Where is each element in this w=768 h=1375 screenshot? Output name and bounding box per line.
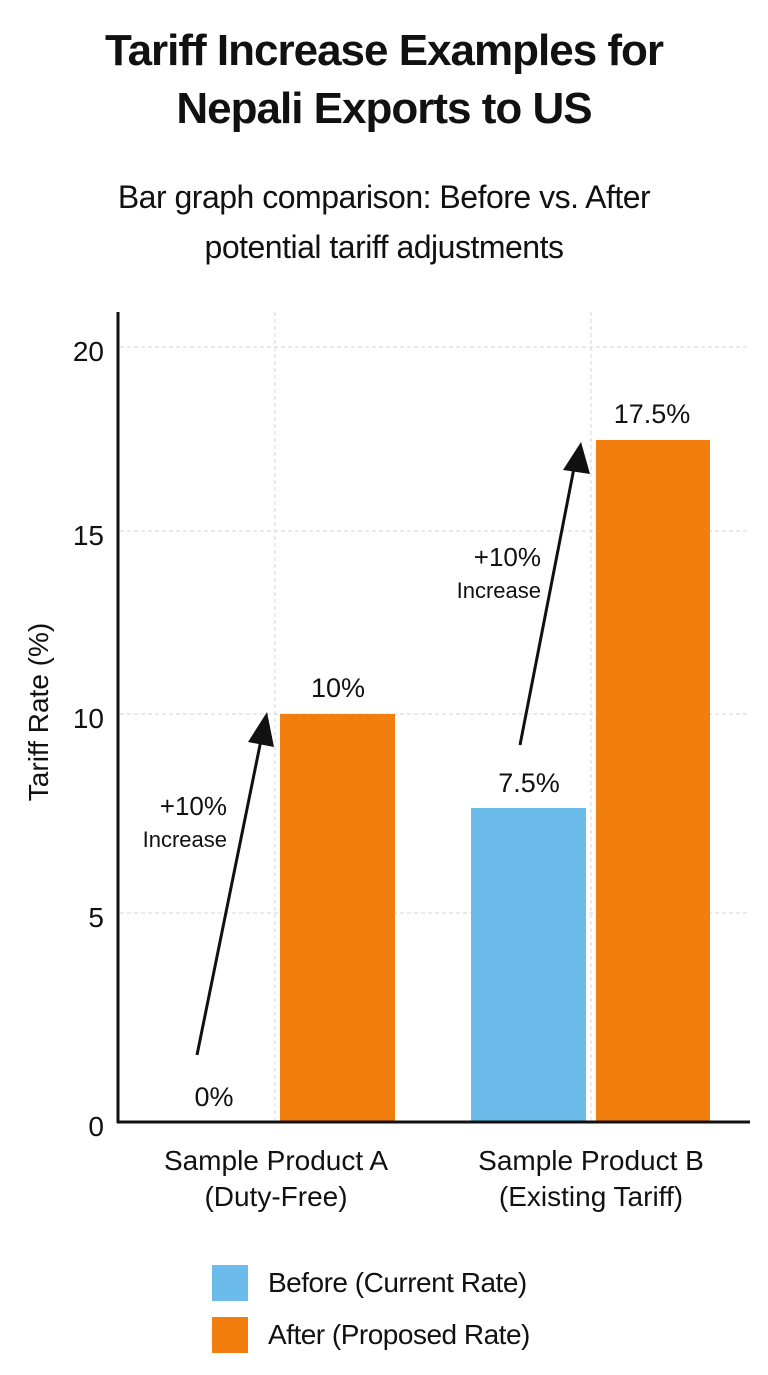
chart-subtitle: Bar graph comparison: Before vs. After p… (0, 172, 768, 272)
arrow-b-shaft (518, 467, 576, 746)
title-line-1: Tariff Increase Examples for (104, 26, 664, 75)
y-tick-labels: 0 5 10 15 20 (73, 336, 104, 1142)
annotation-a-pct: +10% (160, 791, 227, 821)
annotation-a-word: Increase (143, 827, 227, 852)
legend-item-before: Before (Current Rate) (212, 1257, 530, 1309)
legend-label-after: After (Proposed Rate) (268, 1319, 530, 1350)
legend-swatch-before (212, 1265, 248, 1301)
arrow-a-shaft (195, 739, 263, 1056)
value-label-b-before: 7.5% (498, 768, 560, 798)
value-label-a-after: 10% (311, 673, 365, 703)
ytick-0: 0 (88, 1111, 104, 1142)
category-b-line2: (Existing Tariff) (499, 1181, 683, 1212)
bar-a-after (280, 714, 395, 1122)
gridlines (120, 312, 748, 1122)
legend: Before (Current Rate) After (Proposed Ra… (212, 1257, 530, 1361)
chart-title: Tariff Increase Examples for Nepali Expo… (0, 22, 768, 138)
arrow-a-head-icon (248, 712, 274, 747)
title-line-2: Nepali Exports to US (176, 84, 592, 133)
annotation-b-pct: +10% (474, 542, 541, 572)
ytick-10: 10 (73, 703, 104, 734)
increase-arrow-a (195, 712, 274, 1056)
arrow-b-head-icon (563, 442, 590, 474)
category-a-line1: Sample Product A (164, 1145, 388, 1176)
subtitle-line-2: potential tariff adjustments (204, 229, 564, 265)
subtitle-line-1: Bar graph comparison: Before vs. After (117, 179, 651, 215)
annotation-b-word: Increase (457, 578, 541, 603)
ytick-15: 15 (73, 520, 104, 551)
ytick-5: 5 (88, 902, 104, 933)
increase-arrow-b (518, 442, 590, 746)
bar-b-after (596, 440, 710, 1122)
y-axis-label: Tariff Rate (%) (23, 623, 54, 801)
value-label-a-before: 0% (194, 1082, 233, 1112)
legend-swatch-after (212, 1317, 248, 1353)
category-a-line2: (Duty-Free) (204, 1181, 347, 1212)
bar-b-before (471, 808, 586, 1122)
ytick-20: 20 (73, 336, 104, 367)
legend-label-before: Before (Current Rate) (268, 1267, 527, 1298)
category-b-line1: Sample Product B (478, 1145, 704, 1176)
legend-item-after: After (Proposed Rate) (212, 1309, 530, 1361)
value-label-b-after: 17.5% (614, 399, 691, 429)
